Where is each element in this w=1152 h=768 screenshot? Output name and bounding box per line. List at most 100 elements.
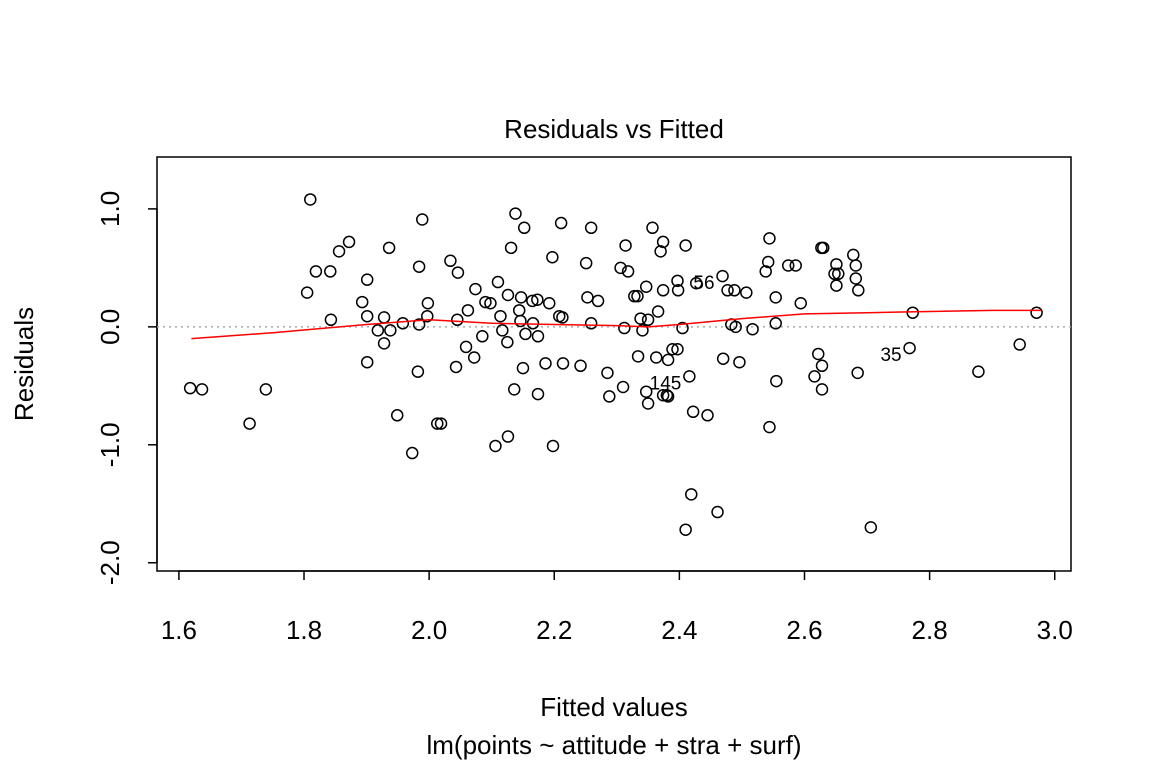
x-tick-label: 2.4	[661, 615, 697, 645]
point	[832, 267, 845, 281]
point	[584, 317, 598, 330]
point	[728, 284, 741, 297]
point	[579, 256, 593, 270]
point	[501, 430, 515, 443]
point	[543, 297, 556, 310]
x-axis-label: Fitted values	[540, 692, 687, 722]
point	[656, 284, 670, 297]
point	[679, 239, 692, 252]
point	[496, 324, 509, 337]
point	[451, 313, 464, 327]
point	[679, 523, 692, 536]
point	[781, 259, 795, 272]
point	[849, 259, 863, 272]
point	[634, 312, 647, 325]
point	[619, 239, 632, 252]
point	[546, 439, 560, 453]
point	[666, 343, 679, 356]
point-label: 56	[693, 273, 714, 294]
point	[601, 366, 614, 380]
point	[574, 359, 587, 373]
y-tick-label: 1.0	[95, 191, 125, 227]
x-tick-label: 2.0	[411, 615, 447, 645]
point	[300, 286, 314, 299]
point	[431, 417, 444, 430]
point	[603, 390, 616, 403]
point	[616, 380, 630, 394]
point	[384, 324, 397, 337]
point	[852, 284, 865, 297]
point	[641, 313, 655, 327]
point	[405, 446, 419, 460]
point-label: 145	[650, 373, 682, 394]
point	[371, 324, 385, 337]
point	[685, 488, 698, 501]
point	[416, 213, 429, 226]
point	[639, 385, 653, 398]
point	[828, 267, 841, 281]
point	[183, 381, 197, 395]
point	[661, 353, 675, 367]
point	[554, 216, 568, 230]
point	[676, 321, 689, 335]
point	[656, 235, 670, 249]
point	[660, 389, 674, 402]
x-tick-label: 2.8	[912, 615, 948, 645]
point	[581, 291, 594, 304]
x-tick-label: 3.0	[1037, 615, 1073, 645]
point-label: 35	[880, 345, 901, 366]
point	[769, 291, 782, 304]
point	[360, 355, 374, 369]
point	[628, 289, 641, 303]
point	[390, 409, 404, 422]
point	[815, 383, 829, 396]
point	[434, 417, 448, 430]
point	[851, 366, 864, 380]
point	[849, 272, 863, 285]
point	[903, 341, 916, 355]
y-tick-label: 0.0	[95, 309, 125, 345]
point	[770, 374, 783, 388]
point	[324, 313, 338, 327]
point	[671, 274, 684, 288]
point	[683, 370, 696, 383]
point	[360, 273, 374, 286]
point	[509, 207, 522, 220]
point	[396, 317, 410, 330]
point	[763, 420, 776, 434]
point	[514, 291, 528, 304]
point	[656, 389, 670, 402]
point	[716, 352, 730, 365]
point	[461, 304, 475, 317]
point	[716, 269, 729, 283]
point	[740, 286, 753, 299]
point	[618, 321, 631, 335]
x-tick-label: 2.6	[786, 615, 822, 645]
y-tick-label: -1.0	[95, 422, 125, 467]
point	[360, 309, 374, 323]
point	[412, 318, 426, 331]
point	[769, 317, 782, 330]
point	[501, 335, 514, 349]
point	[484, 297, 497, 310]
point	[444, 254, 457, 268]
point	[654, 245, 667, 258]
point	[494, 309, 507, 323]
y-tick-label: -2.0	[95, 540, 125, 585]
point	[556, 357, 570, 370]
point	[421, 297, 435, 310]
point	[830, 279, 843, 292]
point	[504, 241, 518, 255]
point	[1030, 306, 1043, 319]
point	[812, 347, 825, 361]
point	[701, 409, 714, 422]
point	[584, 221, 598, 235]
point	[489, 439, 502, 453]
point	[639, 280, 653, 293]
point	[729, 320, 742, 334]
point	[651, 305, 665, 318]
point	[382, 241, 396, 255]
point	[304, 193, 317, 206]
point	[309, 265, 323, 278]
